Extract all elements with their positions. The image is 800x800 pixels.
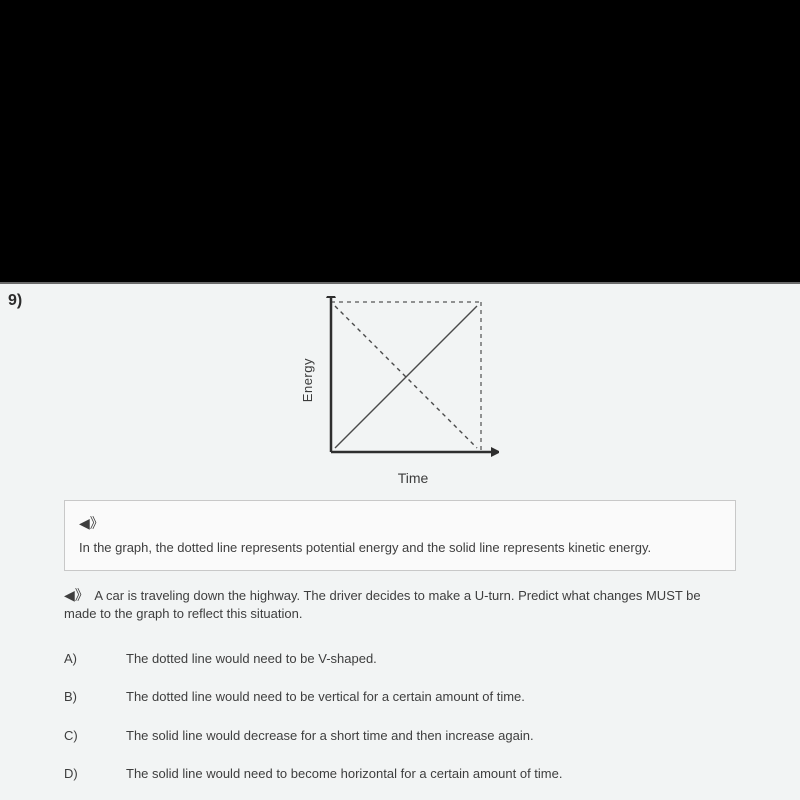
option-letter: D)	[64, 765, 84, 781]
question-page: 9) Energy Time ◀》 In the graph, the dott…	[0, 282, 800, 800]
speaker-icon[interactable]: ◀》	[64, 587, 89, 603]
question-number: 9)	[8, 292, 22, 310]
chart-ylabel: Energy	[300, 358, 315, 402]
option-c[interactable]: C) The solid line would decrease for a s…	[64, 717, 736, 755]
legend-text: In the graph, the dotted line represents…	[79, 540, 651, 555]
prompt-text: A car is traveling down the highway. The…	[64, 588, 701, 622]
option-letter: A)	[64, 650, 84, 666]
option-d[interactable]: D) The solid line would need to become h…	[64, 755, 736, 793]
option-text: The solid line would decrease for a shor…	[126, 727, 736, 745]
question-prompt: ◀》 A car is traveling down the highway. …	[64, 585, 736, 625]
answer-options: A) The dotted line would need to be V-sh…	[64, 640, 736, 793]
option-a[interactable]: A) The dotted line would need to be V-sh…	[64, 640, 736, 678]
energy-time-chart: Energy Time	[300, 296, 500, 486]
option-letter: B)	[64, 688, 84, 704]
chart-row: Energy	[300, 296, 500, 464]
option-letter: C)	[64, 727, 84, 743]
option-text: The dotted line would need to be V-shape…	[126, 650, 736, 668]
speaker-icon[interactable]: ◀》	[79, 513, 104, 534]
option-b[interactable]: B) The dotted line would need to be vert…	[64, 678, 736, 716]
option-text: The solid line would need to become hori…	[126, 765, 736, 783]
legend-box: ◀》 In the graph, the dotted line represe…	[64, 500, 736, 571]
option-text: The dotted line would need to be vertica…	[126, 688, 736, 706]
chart-svg	[323, 296, 499, 464]
chart-xlabel: Time	[300, 470, 500, 486]
